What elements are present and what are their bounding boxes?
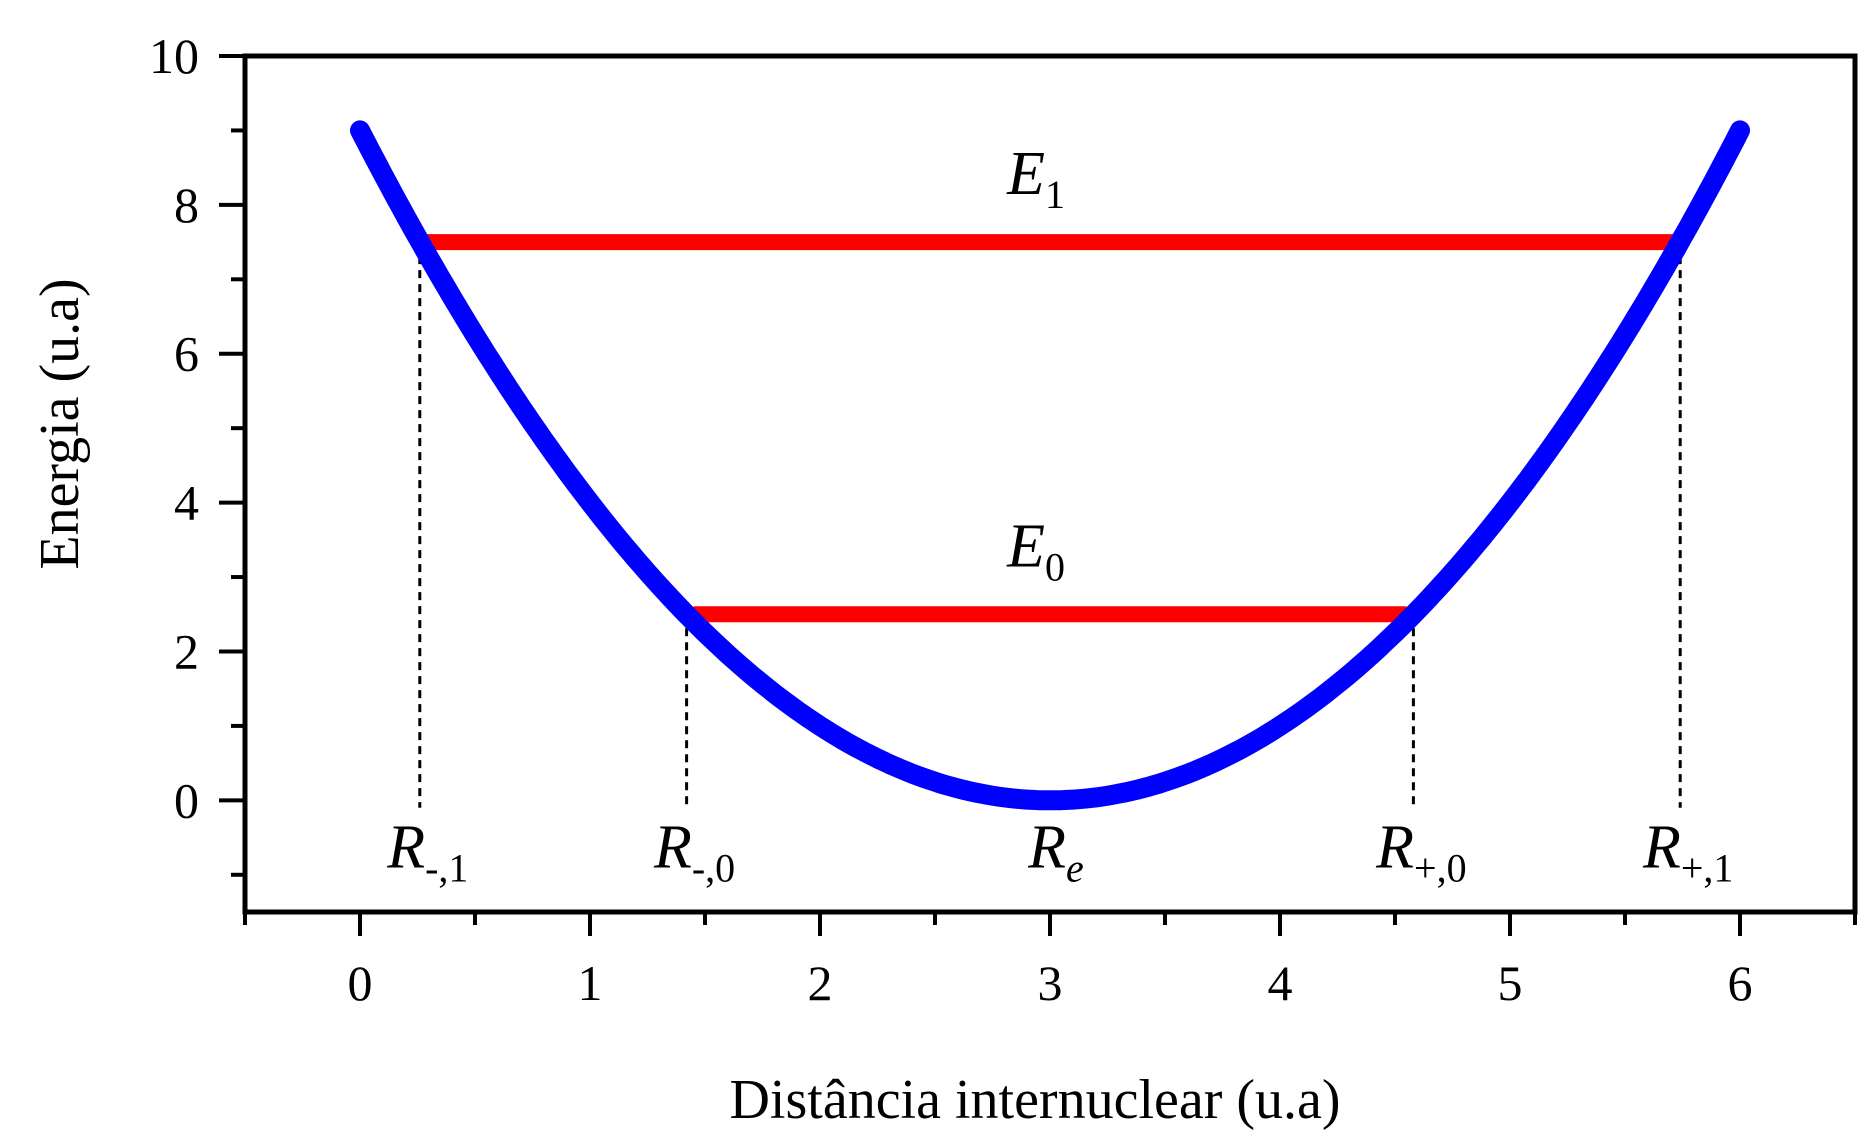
x-tick-label: 5	[1498, 955, 1523, 1011]
x-tick-label: 6	[1728, 955, 1753, 1011]
y-axis-title: Energia (u.a)	[29, 278, 91, 569]
turning-point-label-r-plus-1: R+,1	[1642, 813, 1733, 890]
level-annotations: E0 E1 R-,1 R-,0 R+,0 R+,1 Re	[386, 140, 1733, 890]
x-tick-label: 2	[808, 955, 833, 1011]
equilibrium-label: Re	[1027, 813, 1084, 890]
y-tick-label: 6	[174, 326, 199, 382]
turning-point-label-r-minus-1: R-,1	[386, 813, 468, 890]
y-tick-label: 4	[174, 475, 199, 531]
turning-point-label-r-plus-0: R+,0	[1375, 813, 1466, 890]
y-tick-label: 10	[149, 28, 199, 84]
axis-ticks	[219, 54, 1857, 936]
level-label-E1: E1	[1006, 140, 1065, 217]
x-tick-label: 3	[1038, 955, 1063, 1011]
y-tick-label: 0	[174, 772, 199, 828]
axis-tick-labels: 0 1 2 3 4 5 6 0 2 4 6 8 10	[149, 28, 1753, 1011]
x-tick-label: 1	[578, 955, 603, 1011]
x-axis-title: Distância internuclear (u.a)	[729, 1069, 1340, 1131]
turning-point-label-r-minus-0: R-,0	[653, 813, 735, 890]
plot-marks	[350, 120, 1750, 811]
level-label-E0: E0	[1006, 512, 1065, 589]
potential-curve	[350, 120, 1750, 811]
x-tick-label: 0	[348, 955, 373, 1011]
y-tick-label: 8	[174, 177, 199, 233]
y-tick-label: 2	[174, 623, 199, 679]
x-tick-label: 4	[1268, 955, 1293, 1011]
